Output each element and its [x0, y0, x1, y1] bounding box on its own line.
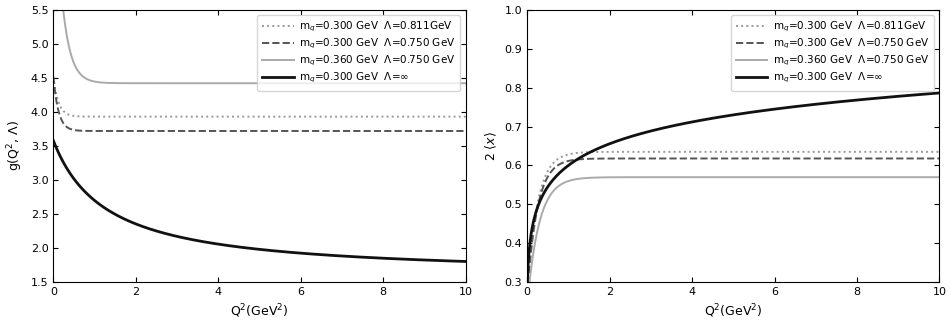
X-axis label: Q$^2$(GeV$^2$): Q$^2$(GeV$^2$) [230, 303, 288, 320]
m$_q$=0.300 GeV  $\Lambda$=$\infty$ [206, 241, 217, 245]
m$_q$=0.300 GeV  $\Lambda$=0.750 GeV [568, 158, 580, 162]
m$_q$=0.300 GeV  $\Lambda$=0.750 GeV [407, 129, 419, 133]
m$_q$=0.300 GeV  $\Lambda$=$\infty$ [460, 259, 471, 263]
m$_q$=0.300 GeV  $\Lambda$=0.811GeV [206, 115, 217, 119]
m$_q$=0.300 GeV  $\Lambda$=$\infty$ [568, 159, 580, 163]
m$_q$=0.300 GeV  $\Lambda$=$\infty$ [48, 139, 59, 142]
m$_q$=0.360 GeV  $\Lambda$=0.750 GeV [224, 81, 235, 85]
m$_q$=0.300 GeV  $\Lambda$=$\infty$ [593, 146, 605, 150]
m$_q$=0.300 GeV  $\Lambda$=0.750 GeV [119, 129, 130, 133]
m$_q$=0.300 GeV  $\Lambda$=$\infty$ [925, 92, 937, 96]
m$_q$=0.300 GeV  $\Lambda$=0.811GeV [934, 150, 945, 154]
m$_q$=0.300 GeV  $\Lambda$=$\infty$ [934, 91, 945, 95]
m$_q$=0.300 GeV  $\Lambda$=0.750 GeV [452, 129, 464, 133]
m$_q$=0.300 GeV  $\Lambda$=0.811GeV [48, 75, 59, 79]
m$_q$=0.300 GeV  $\Lambda$=0.811GeV [680, 150, 691, 154]
m$_q$=0.300 GeV  $\Lambda$=0.750 GeV [934, 156, 945, 160]
m$_q$=0.300 GeV  $\Lambda$=0.750 GeV [882, 156, 893, 160]
m$_q$=0.360 GeV  $\Lambda$=0.750 GeV [460, 81, 471, 85]
m$_q$=0.300 GeV  $\Lambda$=0.811GeV [452, 115, 464, 119]
m$_q$=0.360 GeV  $\Lambda$=0.750 GeV [680, 175, 691, 179]
m$_q$=0.300 GeV  $\Lambda$=0.750 GeV [698, 156, 709, 160]
m$_q$=0.360 GeV  $\Lambda$=0.750 GeV [349, 81, 361, 85]
m$_q$=0.300 GeV  $\Lambda$=0.811GeV [925, 150, 937, 154]
Legend: m$_q$=0.300 GeV  $\Lambda$=0.811GeV, m$_q$=0.300 GeV  $\Lambda$=0.750 GeV, m$_q$: m$_q$=0.300 GeV $\Lambda$=0.811GeV, m$_q… [731, 15, 934, 91]
Line: m$_q$=0.300 GeV  $\Lambda$=0.750 GeV: m$_q$=0.300 GeV $\Lambda$=0.750 GeV [527, 158, 940, 294]
m$_q$=0.300 GeV  $\Lambda$=$\infty$ [119, 217, 130, 221]
m$_q$=0.300 GeV  $\Lambda$=$\infty$ [698, 118, 709, 122]
m$_q$=0.300 GeV  $\Lambda$=0.750 GeV [680, 156, 691, 160]
m$_q$=0.300 GeV  $\Lambda$=0.811GeV [460, 115, 471, 119]
m$_q$=0.300 GeV  $\Lambda$=0.750 GeV [460, 129, 471, 133]
m$_q$=0.300 GeV  $\Lambda$=0.811GeV [522, 291, 533, 295]
m$_q$=0.360 GeV  $\Lambda$=0.750 GeV [593, 175, 605, 179]
m$_q$=0.300 GeV  $\Lambda$=$\infty$ [94, 203, 106, 207]
m$_q$=0.360 GeV  $\Lambda$=0.750 GeV [119, 81, 130, 85]
m$_q$=0.300 GeV  $\Lambda$=0.750 GeV [94, 129, 106, 133]
m$_q$=0.300 GeV  $\Lambda$=0.750 GeV [593, 156, 605, 160]
m$_q$=0.300 GeV  $\Lambda$=$\infty$ [452, 259, 464, 263]
Line: m$_q$=0.360 GeV  $\Lambda$=0.750 GeV: m$_q$=0.360 GeV $\Lambda$=0.750 GeV [53, 0, 466, 83]
Line: m$_q$=0.300 GeV  $\Lambda$=$\infty$: m$_q$=0.300 GeV $\Lambda$=$\infty$ [527, 93, 940, 289]
Y-axis label: 2 $\langle x \rangle$: 2 $\langle x \rangle$ [484, 131, 499, 161]
Line: m$_q$=0.360 GeV  $\Lambda$=0.750 GeV: m$_q$=0.360 GeV $\Lambda$=0.750 GeV [527, 177, 940, 305]
m$_q$=0.300 GeV  $\Lambda$=$\infty$ [882, 95, 893, 99]
m$_q$=0.300 GeV  $\Lambda$=0.811GeV [407, 115, 419, 119]
m$_q$=0.300 GeV  $\Lambda$=0.750 GeV [522, 292, 533, 296]
m$_q$=0.360 GeV  $\Lambda$=0.750 GeV [698, 175, 709, 179]
m$_q$=0.360 GeV  $\Lambda$=0.750 GeV [206, 81, 217, 85]
m$_q$=0.300 GeV  $\Lambda$=$\infty$ [407, 258, 419, 261]
m$_q$=0.300 GeV  $\Lambda$=0.811GeV [568, 151, 580, 155]
m$_q$=0.300 GeV  $\Lambda$=$\infty$ [522, 287, 533, 291]
Line: m$_q$=0.300 GeV  $\Lambda$=0.750 GeV: m$_q$=0.300 GeV $\Lambda$=0.750 GeV [53, 77, 466, 131]
m$_q$=0.360 GeV  $\Lambda$=0.750 GeV [568, 178, 580, 182]
Line: m$_q$=0.300 GeV  $\Lambda$=0.811GeV: m$_q$=0.300 GeV $\Lambda$=0.811GeV [527, 152, 940, 293]
m$_q$=0.360 GeV  $\Lambda$=0.750 GeV [925, 175, 937, 179]
m$_q$=0.300 GeV  $\Lambda$=0.750 GeV [224, 129, 235, 133]
m$_q$=0.300 GeV  $\Lambda$=0.811GeV [230, 115, 242, 119]
Y-axis label: g(Q$^2$, $\Lambda$): g(Q$^2$, $\Lambda$) [6, 121, 25, 171]
m$_q$=0.300 GeV  $\Lambda$=0.811GeV [119, 115, 130, 119]
m$_q$=0.360 GeV  $\Lambda$=0.750 GeV [452, 81, 464, 85]
m$_q$=0.300 GeV  $\Lambda$=0.750 GeV [897, 156, 908, 160]
m$_q$=0.300 GeV  $\Lambda$=$\infty$ [680, 121, 691, 125]
m$_q$=0.360 GeV  $\Lambda$=0.750 GeV [930, 175, 942, 179]
m$_q$=0.300 GeV  $\Lambda$=0.811GeV [882, 150, 893, 154]
m$_q$=0.360 GeV  $\Lambda$=0.750 GeV [522, 304, 533, 307]
m$_q$=0.300 GeV  $\Lambda$=0.750 GeV [925, 156, 937, 160]
m$_q$=0.300 GeV  $\Lambda$=0.811GeV [593, 150, 605, 154]
m$_q$=0.300 GeV  $\Lambda$=0.750 GeV [232, 129, 244, 133]
m$_q$=0.300 GeV  $\Lambda$=0.750 GeV [206, 129, 217, 133]
m$_q$=0.300 GeV  $\Lambda$=0.811GeV [698, 150, 709, 154]
m$_q$=0.300 GeV  $\Lambda$=0.811GeV [94, 115, 106, 119]
m$_q$=0.360 GeV  $\Lambda$=0.750 GeV [934, 175, 945, 179]
m$_q$=0.300 GeV  $\Lambda$=0.811GeV [224, 115, 235, 119]
Line: m$_q$=0.300 GeV  $\Lambda$=$\infty$: m$_q$=0.300 GeV $\Lambda$=$\infty$ [53, 141, 466, 261]
m$_q$=0.300 GeV  $\Lambda$=$\infty$ [224, 244, 235, 248]
m$_q$=0.300 GeV  $\Lambda$=0.811GeV [897, 150, 908, 154]
m$_q$=0.360 GeV  $\Lambda$=0.750 GeV [94, 81, 106, 84]
Legend: m$_q$=0.300 GeV  $\Lambda$=0.811GeV, m$_q$=0.300 GeV  $\Lambda$=0.750 GeV, m$_q$: m$_q$=0.300 GeV $\Lambda$=0.811GeV, m$_q… [257, 15, 461, 91]
Line: m$_q$=0.300 GeV  $\Lambda$=0.811GeV: m$_q$=0.300 GeV $\Lambda$=0.811GeV [53, 77, 466, 117]
X-axis label: Q$^2$(GeV$^2$): Q$^2$(GeV$^2$) [704, 303, 763, 320]
m$_q$=0.360 GeV  $\Lambda$=0.750 GeV [882, 175, 893, 179]
m$_q$=0.300 GeV  $\Lambda$=0.750 GeV [48, 75, 59, 79]
m$_q$=0.360 GeV  $\Lambda$=0.750 GeV [407, 81, 419, 85]
